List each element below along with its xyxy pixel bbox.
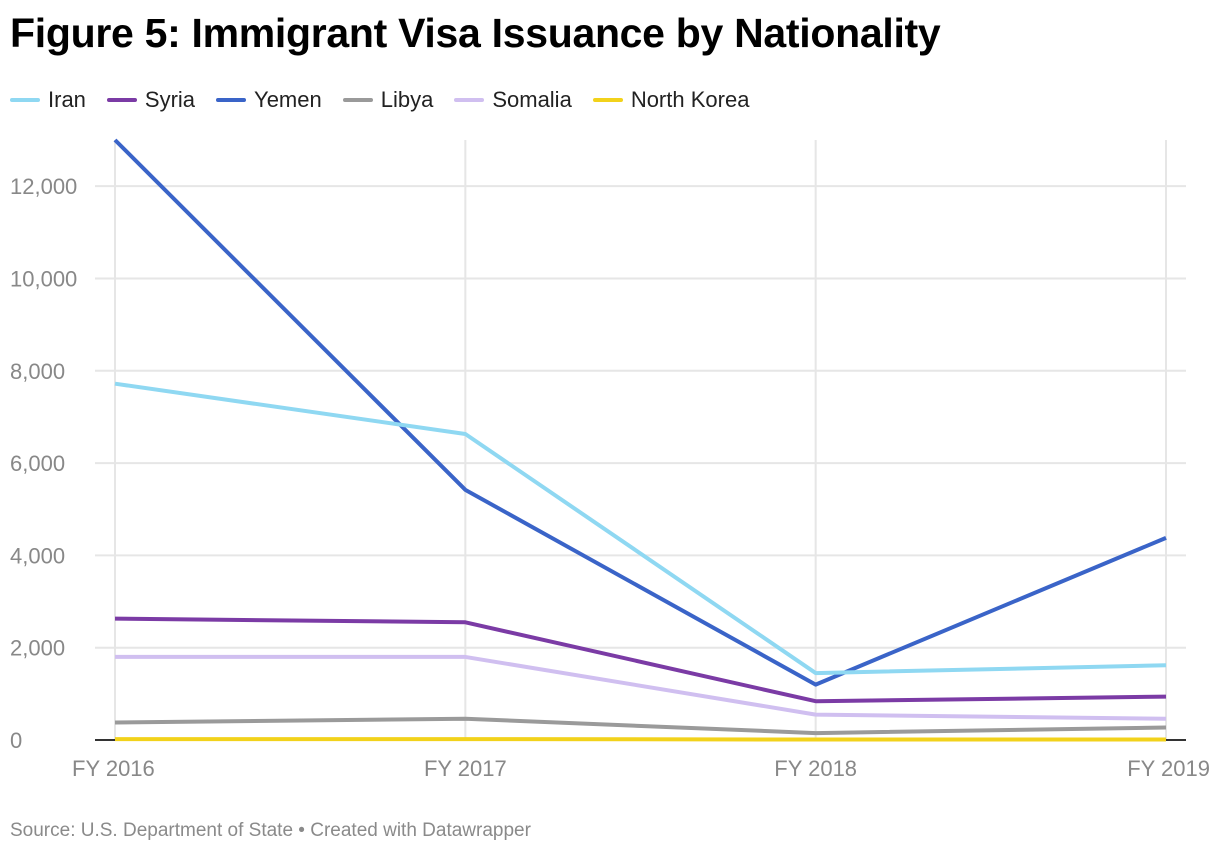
- series-line-somalia: [115, 654, 1167, 721]
- legend-label-libya: Libya: [380, 87, 434, 112]
- legend-label-somalia: Somalia: [492, 87, 572, 112]
- y-tick-label: 10,000: [10, 266, 77, 291]
- legend-label-syria: Syria: [144, 87, 196, 112]
- series-line-libya: [114, 716, 1167, 736]
- x-tick-label: FY 2016: [72, 756, 155, 781]
- legend-item-syria: Syria: [106, 87, 196, 113]
- legend-swatch-libya: [342, 98, 373, 102]
- legend-swatch-syria: [106, 98, 137, 102]
- y-tick-label: 8,000: [10, 359, 65, 384]
- series-layer: [113, 138, 1167, 742]
- legend-label-yemen: Yemen: [254, 87, 322, 112]
- legend-label-north-korea: North Korea: [630, 87, 750, 112]
- legend-item-north-korea: North Korea: [592, 87, 750, 113]
- legend-item-somalia: Somalia: [454, 87, 572, 113]
- y-tick-label: 2,000: [10, 636, 65, 661]
- x-tick-label: FY 2019: [1127, 756, 1210, 781]
- chart-legend: Iran Syria Yemen Libya Somalia North Kor…: [10, 86, 770, 114]
- chart-title: Figure 5: Immigrant Visa Issuance by Nat…: [10, 10, 941, 56]
- chart-source-note: Source: U.S. Department of State • Creat…: [10, 820, 531, 841]
- legend-swatch-somalia: [454, 98, 485, 102]
- series-line-yemen: [113, 138, 1167, 687]
- legend-swatch-iran: [10, 98, 40, 102]
- legend-swatch-north-korea: [592, 98, 623, 102]
- grid-layer: [95, 140, 1186, 741]
- legend-item-libya: Libya: [342, 87, 434, 113]
- legend-item-yemen: Yemen: [216, 87, 322, 113]
- y-axis-tick-labels: 0 2,000 4,000 6,000 8,000 10,000 12,000: [10, 174, 77, 753]
- x-tick-label: FY 2017: [424, 756, 507, 781]
- series-line-iran: [114, 381, 1167, 676]
- legend-item-iran: Iran: [10, 87, 86, 113]
- y-tick-label: 4,000: [10, 543, 65, 568]
- legend-swatch-yemen: [216, 98, 247, 102]
- legend-label-iran: Iran: [48, 87, 86, 112]
- x-axis-tick-labels: FY 2016 FY 2017 FY 2018 FY 2019: [72, 756, 1210, 781]
- y-tick-label: 12,000: [10, 174, 77, 199]
- series-line-syria: [114, 616, 1167, 704]
- y-tick-label: 6,000: [10, 451, 65, 476]
- x-tick-label: FY 2018: [774, 756, 857, 781]
- y-tick-label: 0: [10, 728, 22, 753]
